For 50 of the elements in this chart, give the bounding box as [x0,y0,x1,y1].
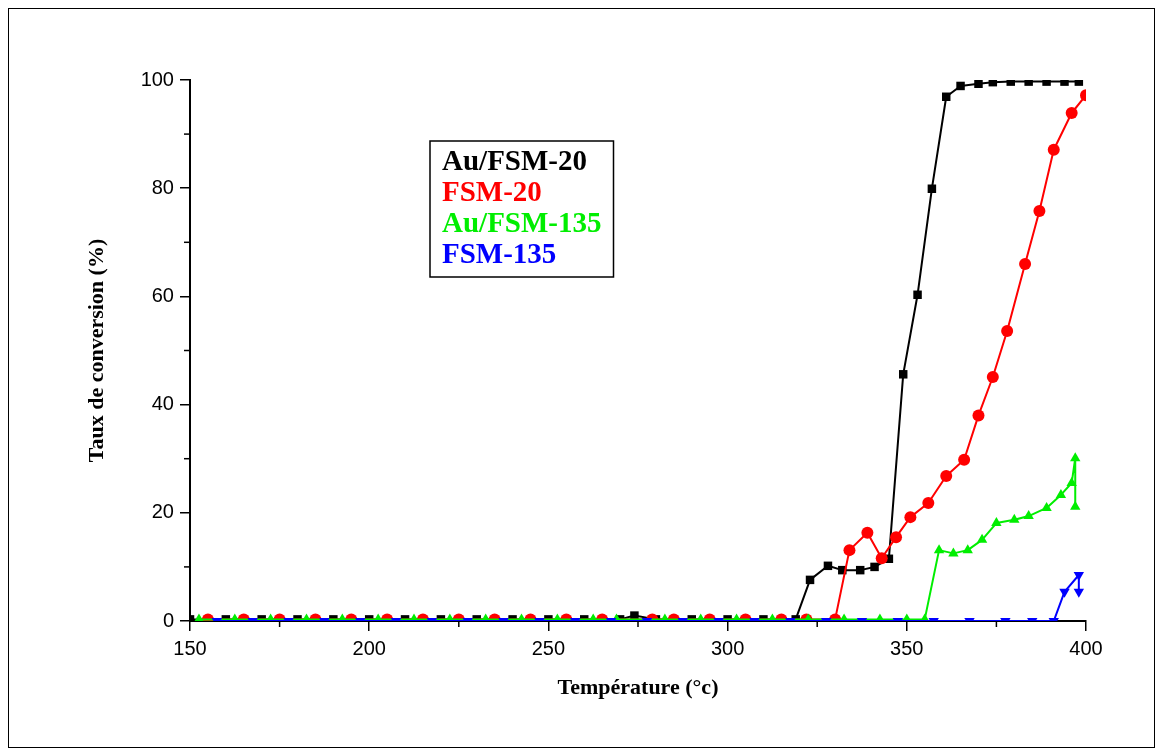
y-tick-label: 60 [151,283,174,306]
point [1041,501,1052,511]
x-tick-label: 150 [173,636,207,659]
point [1055,488,1067,498]
text: Au/FSM-135 [442,206,602,239]
text: Au/FSM-20 [442,144,587,177]
point [956,81,965,91]
point [940,470,953,483]
x-tick-label: 400 [1069,636,1103,659]
y-tick-label: 20 [151,500,174,523]
point [1001,325,1014,338]
point [1047,143,1060,156]
point [1019,257,1032,270]
x-tick-label: 300 [710,636,745,659]
x-tick-label: 250 [531,636,566,659]
y-axis-title: Taux de conversion (%) [82,238,108,463]
text: FSM-135 [442,237,557,270]
point [972,409,985,422]
x-axis-title: Température (°c) [557,674,719,700]
point [927,184,937,193]
point [904,511,917,524]
point [974,80,983,89]
point [986,371,999,384]
point [898,370,908,379]
x-tick-label: 200 [352,636,386,659]
y-tick-label: 100 [140,67,174,90]
point [1070,452,1081,462]
point [861,526,874,539]
x-tick-label: 350 [890,636,924,659]
point [922,497,935,510]
point [1009,513,1020,523]
text: FSM-20 [442,175,542,208]
y-tick-label: 80 [151,175,174,198]
point [870,562,879,572]
point [1023,510,1034,520]
point [991,517,1002,527]
point [1066,477,1077,487]
point [913,290,922,300]
point [875,552,888,565]
point [976,533,988,543]
point [958,453,971,466]
y-tick-label: 0 [162,608,174,631]
y-tick-label: 40 [151,392,174,415]
point [1065,107,1078,119]
point [933,544,945,554]
point [1070,500,1081,510]
point [843,544,856,557]
point [962,544,973,554]
point [1033,204,1046,217]
point [890,531,903,544]
